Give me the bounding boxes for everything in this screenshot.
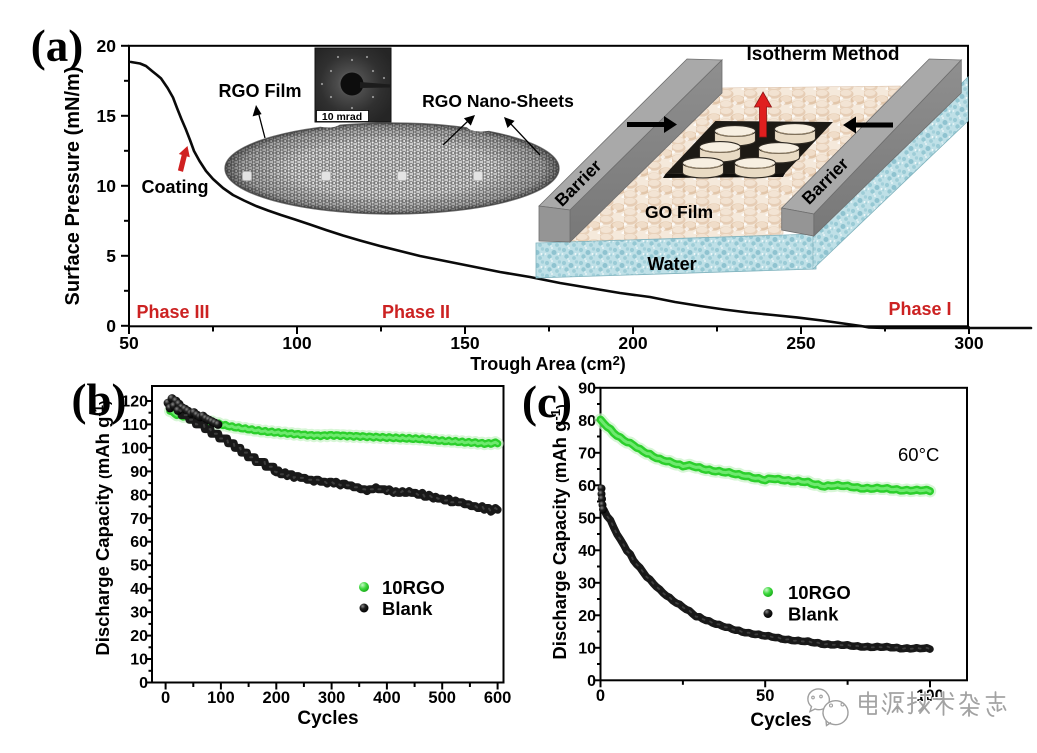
- svg-text:40: 40: [130, 581, 148, 598]
- svg-text:100: 100: [121, 440, 148, 457]
- svg-text:200: 200: [618, 333, 647, 353]
- svg-text:10: 10: [97, 176, 117, 196]
- svg-text:20: 20: [130, 628, 148, 645]
- svg-text:Phase III: Phase III: [136, 302, 209, 322]
- svg-text:0: 0: [106, 316, 116, 336]
- svg-text:RGO Film: RGO Film: [218, 81, 301, 101]
- svg-text:0: 0: [596, 687, 605, 705]
- svg-text:10 mrad: 10 mrad: [322, 111, 362, 123]
- svg-text:100: 100: [282, 333, 311, 353]
- svg-text:60: 60: [578, 478, 596, 495]
- svg-text:30: 30: [578, 575, 596, 592]
- svg-text:Phase II: Phase II: [382, 302, 450, 322]
- svg-text:Surface Pressure (mN/m): Surface Pressure (mN/m): [62, 67, 84, 306]
- svg-text:5: 5: [106, 246, 116, 266]
- svg-text:80: 80: [130, 487, 148, 504]
- svg-text:20: 20: [578, 608, 596, 625]
- svg-text:15: 15: [97, 106, 117, 126]
- svg-text:GO Film: GO Film: [645, 202, 713, 222]
- svg-text:50: 50: [578, 510, 596, 527]
- svg-text:(c): (c): [522, 377, 572, 427]
- svg-text:110: 110: [122, 417, 148, 434]
- svg-text:400: 400: [373, 689, 401, 707]
- svg-text:500: 500: [428, 689, 456, 707]
- svg-text:60: 60: [130, 534, 148, 551]
- svg-text:100: 100: [207, 689, 235, 707]
- svg-text:120: 120: [121, 394, 148, 411]
- svg-text:200: 200: [263, 689, 291, 707]
- svg-text:10: 10: [578, 640, 596, 657]
- svg-text:Cycles: Cycles: [297, 708, 358, 729]
- svg-text:Trough Area (cm2): Trough Area (cm2): [470, 353, 626, 374]
- svg-text:10: 10: [130, 652, 148, 669]
- svg-text:300: 300: [954, 333, 983, 353]
- svg-text:Coating: Coating: [142, 177, 209, 197]
- svg-text:60°C: 60°C: [898, 444, 939, 465]
- svg-text:90: 90: [578, 380, 596, 397]
- svg-text:0: 0: [587, 673, 596, 690]
- svg-text:50: 50: [119, 333, 139, 353]
- svg-text:Phase I: Phase I: [888, 299, 951, 319]
- svg-text:0: 0: [161, 689, 170, 707]
- svg-text:70: 70: [130, 511, 148, 528]
- svg-text:Discharge Capacity (mAh g-1): Discharge Capacity (mAh g-1): [548, 404, 570, 659]
- svg-text:(a): (a): [31, 21, 83, 71]
- svg-text:10RGO: 10RGO: [788, 582, 851, 603]
- svg-text:Discharge Capacity (mAh g-1): Discharge Capacity (mAh g-1): [91, 400, 113, 655]
- svg-text:RGO Nano-Sheets: RGO Nano-Sheets: [422, 91, 574, 111]
- svg-text:30: 30: [130, 605, 148, 622]
- svg-text:Water: Water: [647, 254, 696, 274]
- svg-text:50: 50: [130, 558, 148, 575]
- svg-text:(b): (b): [72, 375, 127, 425]
- svg-text:50: 50: [756, 687, 774, 705]
- svg-text:300: 300: [318, 689, 346, 707]
- svg-text:10RGO: 10RGO: [382, 577, 445, 598]
- svg-text:150: 150: [450, 333, 479, 353]
- svg-text:600: 600: [484, 689, 512, 707]
- svg-text:Blank: Blank: [382, 598, 433, 619]
- svg-text:20: 20: [97, 36, 117, 56]
- svg-text:70: 70: [578, 445, 596, 462]
- svg-text:80: 80: [578, 413, 596, 430]
- svg-text:Blank: Blank: [788, 604, 839, 625]
- svg-text:40: 40: [578, 543, 596, 560]
- svg-text:250: 250: [786, 333, 815, 353]
- svg-text:90: 90: [130, 464, 148, 481]
- svg-text:0: 0: [139, 675, 148, 692]
- svg-text:Isotherm Method: Isotherm Method: [746, 44, 899, 65]
- svg-text:Cycles: Cycles: [750, 710, 811, 731]
